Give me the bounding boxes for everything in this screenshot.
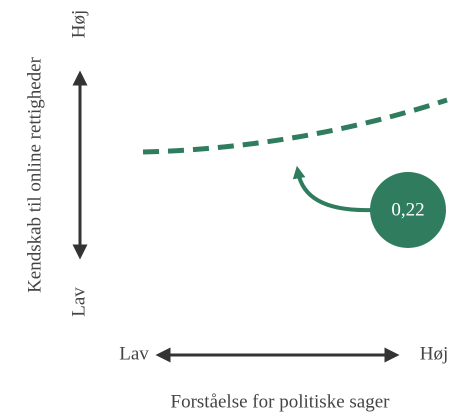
y-high-label: Høj: [68, 10, 89, 39]
y-axis-label: Kendskab til online rettigheder: [24, 56, 45, 293]
annotation-arrow: [292, 165, 373, 213]
x-axis-label: Forståelse for politiske sager: [171, 391, 391, 412]
y-low-label: Lav: [68, 287, 89, 317]
x-low-label: Lav: [119, 343, 149, 364]
annotation-text: 0,22: [391, 199, 424, 220]
trend-curve: [142, 97, 448, 155]
x-high-label: Høj: [420, 343, 449, 364]
annotation-circle: [370, 172, 446, 248]
